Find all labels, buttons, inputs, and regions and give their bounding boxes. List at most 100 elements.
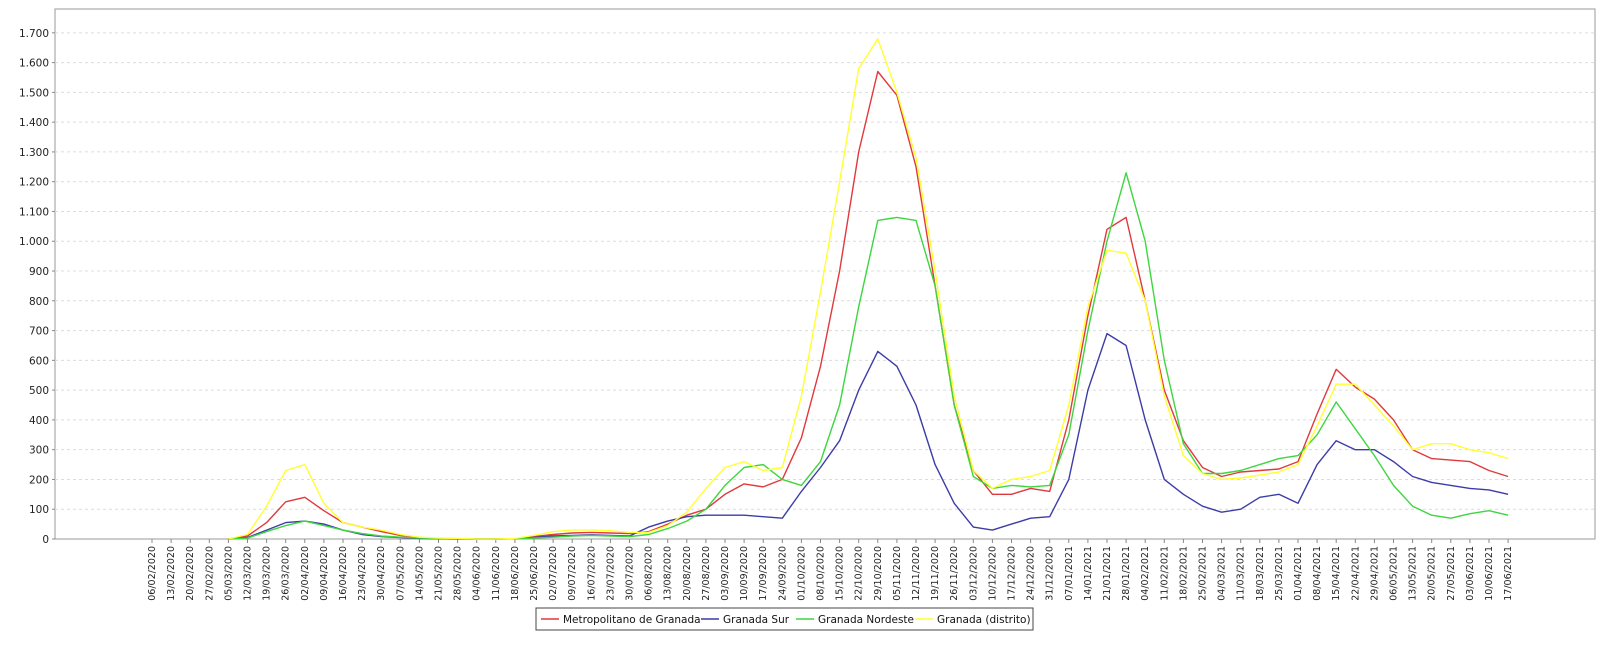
y-tick-label: 500 [29, 385, 49, 397]
x-tick-label: 23/07/2020 [605, 546, 616, 601]
x-tick-label: 30/04/2020 [376, 546, 387, 601]
y-tick-label: 400 [29, 415, 49, 427]
x-tick-label: 16/04/2020 [338, 546, 349, 601]
x-tick-label: 19/11/2020 [930, 546, 941, 601]
x-tick-label: 28/05/2020 [453, 546, 464, 601]
x-tick-label: 26/11/2020 [949, 546, 960, 601]
legend: Metropolitano de Granada Granada Sur Grana… [535, 607, 1034, 631]
series-lines [228, 38, 1509, 540]
x-tick-label: 22/04/2021 [1350, 546, 1361, 601]
x-tick-label: 16/07/2020 [586, 546, 597, 601]
x-tick-label: 18/06/2020 [510, 546, 521, 601]
x-tick-label: 06/02/2020 [147, 546, 158, 601]
x-tick-label: 14/05/2020 [414, 546, 425, 601]
x-tick-label: 24/09/2020 [777, 546, 788, 601]
x-tick-label: 31/12/2020 [1045, 546, 1056, 601]
x-tick-label: 03/06/2021 [1465, 546, 1476, 601]
y-tick-label: 0 [42, 534, 49, 546]
series-line-granada-distrito [228, 38, 1509, 540]
x-tick-label: 01/04/2021 [1293, 546, 1304, 601]
y-tick-label: 1.400 [19, 117, 49, 129]
x-tick-label: 13/02/2020 [166, 546, 177, 601]
plot-area [54, 8, 1596, 540]
x-tick-label: 13/05/2021 [1408, 546, 1419, 601]
x-tick-label: 02/07/2020 [548, 546, 559, 601]
x-tick-label: 15/04/2021 [1331, 546, 1342, 601]
x-tick-label: 25/03/2021 [1274, 546, 1285, 601]
y-tick-label: 700 [29, 326, 49, 338]
y-tick-label: 1.700 [19, 28, 49, 40]
x-tick-label: 02/04/2020 [300, 546, 311, 601]
x-tick-label: 08/10/2020 [816, 546, 827, 601]
y-tick-label: 300 [29, 445, 49, 457]
y-tick-label: 100 [29, 504, 49, 516]
x-tick-label: 11/06/2020 [491, 546, 502, 601]
x-tick-label: 01/10/2020 [796, 546, 807, 601]
y-tick-label: 1.200 [19, 177, 49, 189]
x-axis: 06/02/2020 13/02/2020 20/02/2020 27/02/2020… [147, 539, 1514, 601]
x-tick-label: 10/12/2020 [987, 546, 998, 601]
y-tick-label: 1.100 [19, 206, 49, 218]
x-tick-label: 11/03/2021 [1236, 546, 1247, 601]
x-tick-label: 19/03/2020 [262, 546, 273, 601]
x-tick-label: 06/08/2020 [644, 546, 655, 601]
x-tick-label: 29/10/2020 [873, 546, 884, 601]
x-tick-label: 05/03/2020 [223, 546, 234, 601]
x-tick-label: 20/08/2020 [682, 546, 693, 601]
x-tick-label: 07/01/2021 [1064, 546, 1075, 601]
x-tick-label: 27/02/2020 [204, 546, 215, 601]
x-tick-label: 05/11/2020 [892, 546, 903, 601]
y-tick-label: 1.300 [19, 147, 49, 159]
x-tick-label: 09/07/2020 [567, 546, 578, 601]
x-tick-label: 03/12/2020 [968, 546, 979, 601]
x-tick-label: 04/06/2020 [472, 546, 483, 601]
legend-box [535, 607, 1034, 631]
x-tick-label: 15/10/2020 [835, 546, 846, 601]
legend-label: Granada Nordeste [818, 614, 914, 626]
x-tick-label: 12/03/2020 [243, 546, 254, 601]
x-tick-label: 20/05/2021 [1427, 546, 1438, 601]
y-axis: 0 100 200 300 400 500 600 700 800 900 1.000 1.100 1.… [19, 28, 55, 546]
x-tick-label: 27/05/2021 [1446, 546, 1457, 601]
y-tick-label: 200 [29, 474, 49, 486]
x-tick-label: 03/09/2020 [720, 546, 731, 601]
legend-label: Metropolitano de Granada [563, 614, 701, 626]
x-tick-label: 29/04/2021 [1369, 546, 1380, 601]
x-tick-label: 17/12/2020 [1007, 546, 1018, 601]
x-tick-label: 24/12/2020 [1026, 546, 1037, 601]
x-tick-label: 21/05/2020 [434, 546, 445, 601]
x-tick-label: 25/06/2020 [529, 546, 540, 601]
x-tick-label: 20/02/2020 [185, 546, 196, 601]
legend-label: Granada Sur [723, 614, 790, 626]
legend-label: Granada (distrito) [937, 614, 1031, 626]
x-tick-label: 09/04/2020 [319, 546, 330, 601]
x-tick-label: 22/10/2020 [854, 546, 865, 601]
x-tick-label: 30/07/2020 [625, 546, 636, 601]
y-tick-label: 1.600 [19, 58, 49, 70]
y-tick-label: 900 [29, 266, 49, 278]
y-tick-label: 600 [29, 355, 49, 367]
x-tick-label: 25/02/2021 [1198, 546, 1209, 601]
x-tick-label: 04/02/2021 [1140, 546, 1151, 601]
x-tick-label: 04/03/2021 [1217, 546, 1228, 601]
x-tick-label: 27/08/2020 [701, 546, 712, 601]
y-tick-label: 800 [29, 296, 49, 308]
x-tick-label: 18/03/2021 [1255, 546, 1266, 601]
x-tick-label: 13/08/2020 [663, 546, 674, 601]
x-tick-label: 17/06/2021 [1503, 546, 1514, 601]
x-tick-label: 23/04/2020 [357, 546, 368, 601]
y-tick-label: 1.500 [19, 87, 49, 99]
x-tick-label: 26/03/2020 [281, 546, 292, 601]
x-tick-label: 06/05/2021 [1389, 546, 1400, 601]
x-tick-label: 18/02/2021 [1178, 546, 1189, 601]
x-tick-label: 14/01/2021 [1083, 546, 1094, 601]
x-tick-label: 11/02/2021 [1159, 546, 1170, 601]
x-tick-label: 07/05/2020 [395, 546, 406, 601]
x-tick-label: 28/01/2021 [1121, 546, 1132, 601]
x-tick-label: 17/09/2020 [758, 546, 769, 601]
x-tick-label: 12/11/2020 [911, 546, 922, 601]
x-tick-label: 08/04/2021 [1312, 546, 1323, 601]
x-tick-label: 10/09/2020 [739, 546, 750, 601]
x-tick-label: 10/06/2021 [1484, 546, 1495, 601]
